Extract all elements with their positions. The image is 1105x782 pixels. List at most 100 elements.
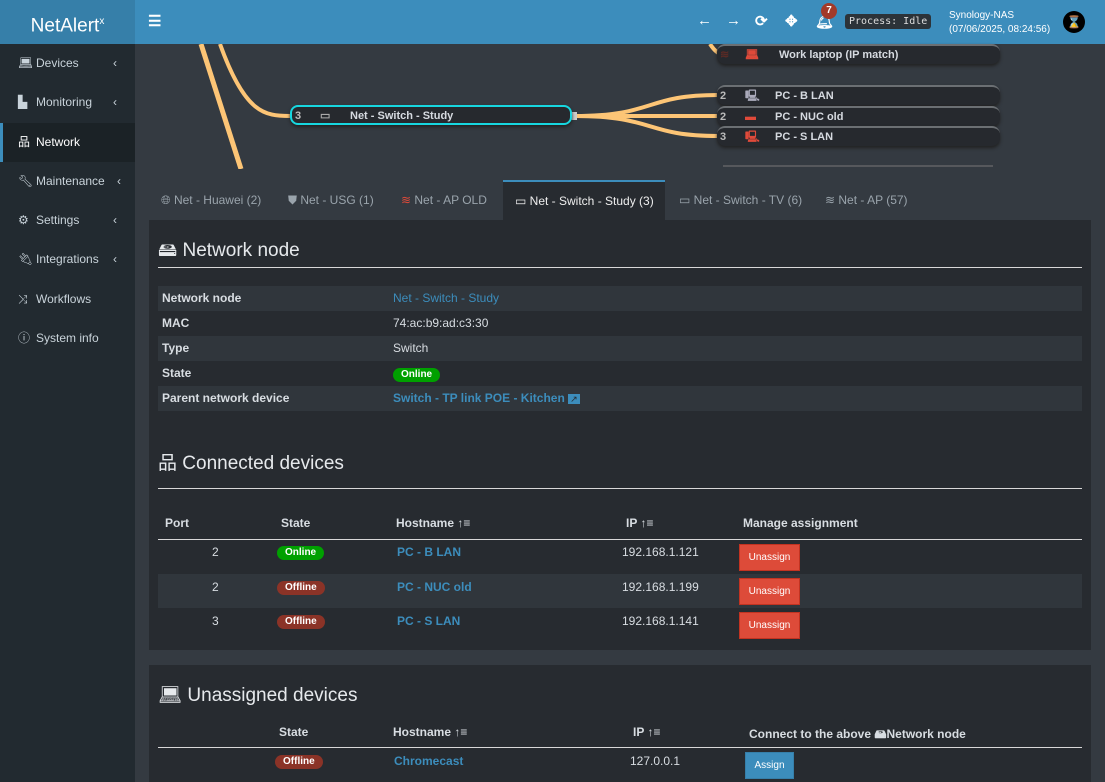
sidebar-item-network[interactable]: 品 Network <box>0 123 135 162</box>
tree-node[interactable]: 2 ▬ PC - NUC old <box>717 106 1000 126</box>
tab-net-ap-old[interactable]: ≋ Net - AP OLD <box>401 193 487 207</box>
unassign-button[interactable]: Unassign <box>739 578 800 605</box>
column-header-state[interactable]: State <box>281 516 311 530</box>
wrench-icon: 🔧︎ <box>18 174 34 188</box>
hostname-link[interactable]: Chromecast <box>394 754 464 768</box>
tree-link <box>218 44 291 118</box>
status-badge: Offline <box>277 615 325 629</box>
divider <box>158 747 1082 748</box>
plug-icon: 🔌︎ <box>18 252 34 266</box>
laptop-icon: 💻︎ <box>158 685 183 706</box>
tree-node[interactable]: ≋ 💻︎ Work laptop (IP match) <box>717 44 1000 64</box>
tab-net-ap[interactable]: ≋ Net - AP (57) <box>825 193 908 207</box>
column-header-port[interactable]: Port <box>165 516 189 530</box>
tab-net-switch-tv[interactable]: ▭ Net - Switch - TV (6) <box>679 193 803 207</box>
chevron-left-icon: ‹ <box>113 56 117 70</box>
info-row: MAC 74:ac:b9:ad:c3:30 <box>162 316 489 330</box>
external-link-icon[interactable]: ↗ <box>568 394 580 404</box>
tree-connector <box>569 112 577 120</box>
tree-node[interactable]: 3 🖳 PC - S LAN <box>717 126 1000 146</box>
shield-icon: ⛊ <box>288 193 301 207</box>
desktop-icon: 🖳 <box>745 131 760 143</box>
sidebar-item-maintenance[interactable]: 🔧︎ Maintenance ‹ <box>0 162 135 201</box>
chevron-left-icon: ‹ <box>113 95 117 109</box>
parent-device-link[interactable]: Switch - TP link POE - Kitchen <box>393 391 565 405</box>
switch-icon: ▭ <box>320 110 331 122</box>
tab-net-huawei[interactable]: 🌐︎ Net - Huawei (2) <box>161 193 262 207</box>
table-row: Offline Chromecast 127.0.0.1 Assign <box>158 748 1082 782</box>
gear-icon: ⚙ <box>18 213 29 227</box>
divider <box>158 267 1082 268</box>
sitemap-icon: 品 <box>158 453 178 474</box>
network-node-title: 🖴︎ Network node <box>158 240 300 261</box>
info-row: State Online <box>158 361 1082 386</box>
status-badge: Online <box>393 368 441 382</box>
column-header-hostname[interactable]: Hostname ↑≡ <box>393 725 468 739</box>
sidebar-item-system-info[interactable]: ⓘ System info <box>0 319 135 358</box>
sitemap-icon: 品 <box>18 135 31 149</box>
table-row: 3 Offline PC - S LAN 192.168.1.141 Unass… <box>158 608 1082 642</box>
tree-link <box>198 44 244 169</box>
table-row: 2 Online PC - B LAN 192.168.1.121 Unassi… <box>158 540 1082 574</box>
tab-net-usg[interactable]: ⛊ Net - USG (1) <box>288 193 374 207</box>
wifi-icon: ≋ <box>401 193 415 207</box>
switch-icon: ▭ <box>515 194 530 208</box>
divider <box>158 539 1082 540</box>
info-row: Parent network device Switch - TP link PO… <box>158 386 1082 411</box>
tree-links <box>198 44 993 169</box>
tree-link <box>574 114 719 138</box>
chevron-left-icon: ‹ <box>117 174 121 188</box>
sidebar-item-devices[interactable]: 💻︎ Devices ‹ <box>0 44 135 83</box>
column-header-state[interactable]: State <box>279 725 309 739</box>
column-header-hostname[interactable]: Hostname ↑≡ <box>396 516 471 530</box>
hostname-link[interactable]: PC - S LAN <box>397 614 461 628</box>
top-header: NetAlertx ☰ ← → ⟳ ✥ 🔔︎ 7 Process: Idle S… <box>0 0 1105 44</box>
hamburger-menu-icon[interactable]: ☰ <box>148 13 162 30</box>
sidebar-item-workflows[interactable]: ⤨ Workflows <box>0 280 135 319</box>
globe-icon: 🌐︎ <box>161 193 174 207</box>
tree-link <box>574 93 719 118</box>
divider <box>158 488 1082 489</box>
sidebar: 💻︎ Devices ‹ ▙ Monitoring ‹ 品 Network 🔧︎ Maint… <box>0 44 135 782</box>
unassign-button[interactable]: Unassign <box>739 612 800 639</box>
move-arrows-icon[interactable]: ✥ <box>785 13 798 30</box>
sidebar-item-integrations[interactable]: 🔌︎ Integrations ‹ <box>0 240 135 279</box>
connected-devices-title: 品 Connected devices <box>158 453 344 474</box>
arrow-left-icon[interactable]: ← <box>697 12 712 29</box>
assign-button[interactable]: Assign <box>745 752 794 779</box>
table-row: 2 Offline PC - NUC old 192.168.1.199 Una… <box>158 574 1082 608</box>
tree-node-focus[interactable]: 3 ▭ Net - Switch - Study <box>290 105 572 125</box>
sidebar-item-monitoring[interactable]: ▙ Monitoring ‹ <box>0 83 135 122</box>
node-link[interactable]: Net - Switch - Study <box>393 291 500 305</box>
network-tree[interactable]: 3 ▭ Net - Switch - Study ≋ 💻︎ Work laptop (I… <box>135 44 1105 169</box>
arrow-right-icon[interactable]: → <box>726 12 741 29</box>
hostname-link[interactable]: PC - NUC old <box>397 580 472 594</box>
desktop-icon: 🖳 <box>745 90 760 102</box>
sort-icon: ↑≡ <box>640 516 654 530</box>
notification-count-badge: 7 <box>821 3 837 19</box>
host-info: Synology-NAS (07/06/2025, 08:24:56) <box>949 10 1051 35</box>
sort-icon: ↑≡ <box>457 516 471 530</box>
user-avatar[interactable]: ⌛ <box>1063 11 1085 33</box>
nuc-icon: ▬ <box>745 111 756 123</box>
tab-net-switch-study[interactable]: ▭ Net - Switch - Study (3) <box>503 180 665 220</box>
laptop-icon: 💻︎ <box>18 56 34 70</box>
info-icon: ⓘ <box>18 331 31 345</box>
column-header-connect: Connect to the above 🖴︎Network node <box>749 727 966 741</box>
unassigned-devices-title: 💻︎ Unassigned devices <box>158 685 358 706</box>
switch-icon: ▭ <box>679 193 694 207</box>
process-status: Process: Idle <box>845 14 932 29</box>
status-badge: Offline <box>275 755 323 769</box>
network-tabs: 🌐︎ Net - Huawei (2) ⛊ Net - USG (1) ≋ Ne… <box>149 180 1091 220</box>
unassign-button[interactable]: Unassign <box>739 544 800 571</box>
column-header-ip[interactable]: IP ↑≡ <box>633 725 661 739</box>
sidebar-item-settings[interactable]: ⚙ Settings ‹ <box>0 201 135 240</box>
refresh-icon[interactable]: ⟳ <box>755 13 768 30</box>
info-row: Network node Net - Switch - Study <box>158 286 1082 311</box>
tree-node[interactable]: 2 🖳 PC - B LAN <box>717 85 1000 105</box>
hostname-link[interactable]: PC - B LAN <box>397 545 461 559</box>
sort-icon: ↑≡ <box>647 725 661 739</box>
column-header-ip[interactable]: IP ↑≡ <box>626 516 654 530</box>
logo[interactable]: NetAlertx <box>0 0 135 44</box>
chart-icon: ▙ <box>18 95 28 109</box>
